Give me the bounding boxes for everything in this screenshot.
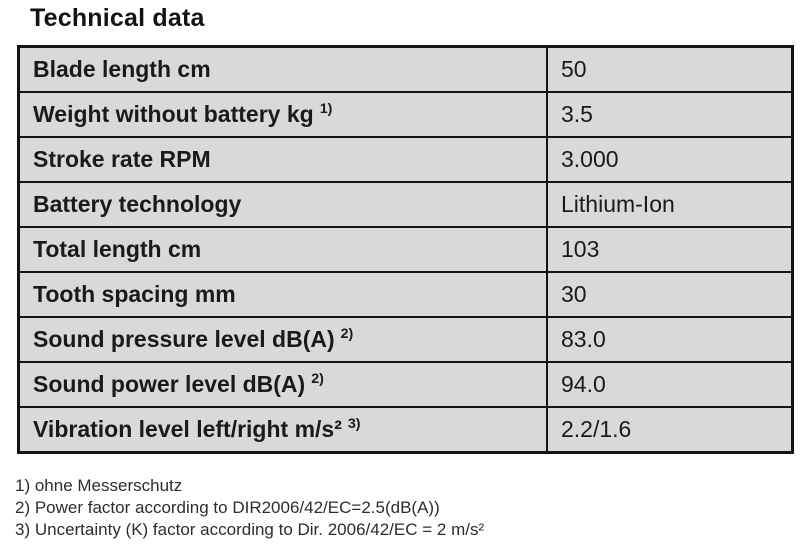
spec-label-cell: Weight without battery kg 1) bbox=[17, 91, 548, 138]
footnote-line: 2) Power factor according to DIR2006/42/… bbox=[15, 498, 440, 517]
spec-value: 3.000 bbox=[546, 136, 794, 183]
footnote-line: 3) Uncertainty (K) factor according to D… bbox=[15, 520, 485, 539]
spec-label: Weight without battery kg bbox=[33, 101, 314, 127]
table-row: Weight without battery kg 1) 3.5 bbox=[17, 91, 794, 138]
spec-label-cell: Vibration level left/right m/s² 3) bbox=[17, 406, 548, 454]
spec-table-body: Blade length cm 50 Weight without batter… bbox=[17, 45, 794, 454]
spec-label: Vibration level left/right m/s² bbox=[33, 416, 342, 442]
spec-label-cell: Sound pressure level dB(A) 2) bbox=[17, 316, 548, 363]
spec-label-cell: Blade length cm bbox=[17, 45, 548, 93]
table-row: Sound pressure level dB(A) 2) 83.0 bbox=[17, 316, 794, 363]
spec-label: Battery technology bbox=[33, 191, 242, 217]
spec-label: Sound power level dB(A) bbox=[33, 371, 306, 397]
spec-value: 94.0 bbox=[546, 361, 794, 408]
spec-label-cell: Tooth spacing mm bbox=[17, 271, 548, 318]
table-row: Blade length cm 50 bbox=[17, 45, 794, 93]
spec-label: Total length cm bbox=[33, 236, 202, 262]
table-row: Vibration level left/right m/s² 3) 2.2/1.… bbox=[17, 406, 794, 454]
technical-data-table: Blade length cm 50 Weight without batter… bbox=[17, 45, 794, 454]
table-row: Battery technology Lithium-Ion bbox=[17, 181, 794, 228]
spec-value: 103 bbox=[546, 226, 794, 273]
footnote-line: 1) ohne Messerschutz bbox=[15, 476, 183, 495]
spec-label-cell: Sound power level dB(A) 2) bbox=[17, 361, 548, 408]
spec-value: 2.2/1.6 bbox=[546, 406, 794, 454]
spec-label-cell: Stroke rate RPM bbox=[17, 136, 548, 183]
table-row: Stroke rate RPM 3.000 bbox=[17, 136, 794, 183]
spec-label: Tooth spacing mm bbox=[33, 281, 236, 307]
footnote-marker: 1) bbox=[319, 101, 333, 118]
spec-label: Sound pressure level dB(A) bbox=[33, 326, 335, 352]
spec-value: 83.0 bbox=[546, 316, 794, 363]
spec-value: 30 bbox=[546, 271, 794, 318]
spec-label: Blade length cm bbox=[33, 56, 211, 82]
spec-value: 50 bbox=[546, 45, 794, 93]
table-row: Total length cm 103 bbox=[17, 226, 794, 273]
spec-value: Lithium-Ion bbox=[546, 181, 794, 228]
spec-label-cell: Battery technology bbox=[17, 181, 548, 228]
spec-value: 3.5 bbox=[546, 91, 794, 138]
table-row: Tooth spacing mm 30 bbox=[17, 271, 794, 318]
spec-label-cell: Total length cm bbox=[17, 226, 548, 273]
footnote-marker: 3) bbox=[347, 416, 361, 433]
footnote-marker: 2) bbox=[311, 371, 324, 388]
table-row: Sound power level dB(A) 2) 94.0 bbox=[17, 361, 794, 408]
footnote-marker: 2) bbox=[340, 326, 354, 343]
page-title: Technical data bbox=[30, 4, 205, 32]
footnotes: 1) ohne Messerschutz 2) Power factor acc… bbox=[15, 475, 484, 541]
spec-label: Stroke rate RPM bbox=[33, 146, 211, 172]
